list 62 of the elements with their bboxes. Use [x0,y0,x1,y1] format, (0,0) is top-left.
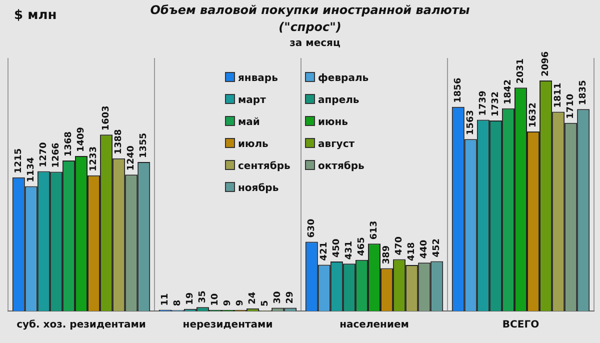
data-label: 1835 [578,80,589,106]
data-label: 1603 [102,106,112,131]
data-label: 19 [186,292,196,305]
data-label: 1240 [126,146,137,171]
data-label: 9 [223,300,234,306]
data-label: 389 [382,245,392,264]
data-label: 8 [173,300,184,306]
data-label: 24 [248,292,258,304]
data-label: 1856 [454,78,464,103]
data-label: 1355 [139,132,150,158]
legend-label: июнь [317,116,349,128]
data-label: 11 [160,293,170,306]
data-label: 2096 [541,51,552,76]
x-tick-label: ВСЕГО [502,320,540,331]
y-axis-title: $ млн [14,8,57,23]
data-label: 1270 [39,142,50,168]
data-label: 1632 [528,102,539,128]
legend-label: март [237,94,267,106]
data-label: 1134 [26,157,37,182]
data-label: 465 [357,237,368,256]
data-label: 450 [332,238,342,258]
x-tick-label: нерезидентами [182,320,273,331]
x-tick-label: населением [340,320,409,331]
legend-label: май [237,116,261,128]
chart-title: Объем валовой покупки иностранной валюты ("спрос") [149,2,471,36]
data-label: 1563 [466,110,476,136]
data-label: 30 [273,291,284,304]
data-label: 1739 [478,90,489,116]
legend-label: ноябрь [237,182,280,194]
chart-subtitle: за месяц [288,38,342,49]
data-label: 9 [236,300,246,306]
data-label: 452 [432,238,442,258]
data-label: 2031 [516,58,526,84]
data-label: 1409 [76,126,87,152]
data-label: 29 [286,291,296,304]
legend-label: август [317,138,356,150]
data-label: 431 [344,240,355,260]
data-label: 613 [370,220,380,240]
legend-label: июль [237,138,270,150]
legend-label: сентябрь [237,160,292,172]
data-label: 1368 [64,131,74,157]
legend-label: апрель [317,94,360,106]
legend-label: октябрь [317,160,366,172]
data-label: 630 [307,218,317,238]
x-tick-label: суб. хоз. резидентами [16,320,146,331]
data-label: 1266 [52,142,62,168]
data-label: 10 [210,293,221,306]
legend-label: февраль [317,72,370,84]
data-label: 1842 [504,79,514,104]
data-label: 440 [420,240,430,259]
data-label: 470 [394,236,405,256]
data-label: 5 [260,300,271,306]
data-label: 35 [198,290,208,304]
data-label: 1233 [89,146,100,172]
data-label: 1388 [114,129,124,154]
data-label: 421 [320,242,330,261]
data-label: 1732 [491,91,502,116]
data-label: 418 [407,242,418,262]
data-label: 1215 [14,148,24,174]
data-label: 1811 [554,82,564,108]
legend-label: январь [237,72,279,84]
data-label: 1710 [566,94,576,119]
